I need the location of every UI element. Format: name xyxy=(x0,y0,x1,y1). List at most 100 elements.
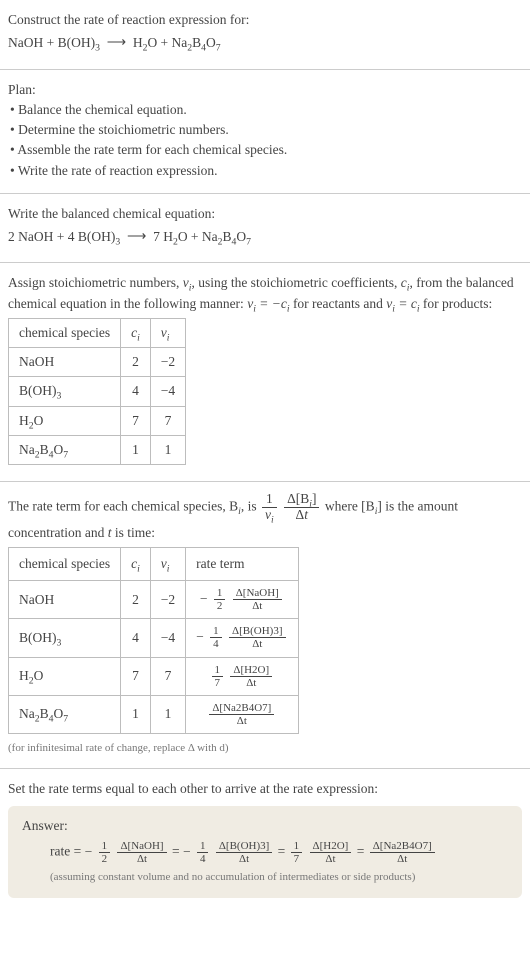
coef-frac: 1νi xyxy=(262,492,277,523)
final-section: Set the rate terms equal to each other t… xyxy=(0,769,530,909)
infinitesimal-note: (for infinitesimal rate of change, repla… xyxy=(8,738,522,757)
table-row: B(OH)3 4 −4 − 14 Δ[B(OH)3]Δt xyxy=(9,619,299,657)
rate-term-cell: Δ[Na2B4O7]Δt xyxy=(186,695,298,733)
text: , using the stoichiometric coefficients, xyxy=(191,275,400,290)
rate-term-cell: − 14 Δ[B(OH)3]Δt xyxy=(186,619,298,657)
col-header: νi xyxy=(150,318,185,347)
rate-term-cell: − 12 Δ[NaOH]Δt xyxy=(186,581,298,619)
table-row: B(OH)3 4 −4 xyxy=(9,377,186,406)
assign-section: Assign stoichiometric numbers, νi, using… xyxy=(0,263,530,481)
sign: − xyxy=(85,844,93,859)
intro-section: Construct the rate of reaction expressio… xyxy=(0,0,530,69)
c-cell: 2 xyxy=(121,581,151,619)
balanced-section: Write the balanced chemical equation: 2 … xyxy=(0,194,530,263)
plan-title: Plan: xyxy=(8,80,522,100)
plan-item: • Write the rate of reaction expression. xyxy=(8,161,522,181)
subscript: 2 xyxy=(187,43,192,54)
delta-frac: Δ[B(OH)3]Δt xyxy=(229,625,285,650)
balanced-equation: 2 NaOH + 4 B(OH)3 ⟶ 7 H2O + Na2B4O7 xyxy=(8,224,522,250)
relation: νi = ci xyxy=(386,296,419,311)
c-cell: 7 xyxy=(121,657,151,695)
col-header: ci xyxy=(121,318,151,347)
nu-cell: 7 xyxy=(150,657,185,695)
delta-frac: Δ[B(OH)3]Δt xyxy=(216,840,272,865)
table-row: Na2B4O7 1 1 Δ[Na2B4O7]Δt xyxy=(9,695,299,733)
table-header-row: chemical species ci νi xyxy=(9,318,186,347)
text: for reactants and xyxy=(290,296,387,311)
plan-item: • Balance the chemical equation. xyxy=(8,100,522,120)
reaction-arrow: ⟶ xyxy=(107,32,126,52)
nu-cell: −4 xyxy=(150,619,185,657)
rate-prefix: rate = xyxy=(50,844,85,859)
subscript: 3 xyxy=(95,43,100,54)
c-cell: 7 xyxy=(121,406,151,435)
intro-title: Construct the rate of reaction expressio… xyxy=(8,10,522,30)
c-cell: 2 xyxy=(121,348,151,377)
subscript: 4 xyxy=(232,237,237,248)
delta-frac: Δ[Na2B4O7]Δt xyxy=(209,702,274,727)
unbalanced-equation: NaOH + B(OH)3 ⟶ H2O + Na2B4O7 xyxy=(8,30,522,56)
final-title: Set the rate terms equal to each other t… xyxy=(8,779,522,799)
subscript: 7 xyxy=(246,237,251,248)
table-row: H2O 7 7 17 Δ[H2O]Δt xyxy=(9,657,299,695)
sign: − xyxy=(200,591,208,606)
rate-term-text: The rate term for each chemical species,… xyxy=(8,492,522,543)
species-cell: H2O xyxy=(9,657,121,695)
plan-section: Plan: • Balance the chemical equation. •… xyxy=(0,70,530,193)
plan-item: • Assemble the rate term for each chemic… xyxy=(8,140,522,160)
assign-text: Assign stoichiometric numbers, νi, using… xyxy=(8,273,522,314)
nu-cell: 1 xyxy=(150,435,185,464)
col-header: rate term xyxy=(186,547,298,580)
table-row: Na2B4O7 1 1 xyxy=(9,435,186,464)
rate-term-cell: 17 Δ[H2O]Δt xyxy=(186,657,298,695)
reaction-arrow: ⟶ xyxy=(127,226,146,246)
subscript: 2 xyxy=(218,237,223,248)
species-cell: Na2B4O7 xyxy=(9,435,121,464)
table-row: H2O 7 7 xyxy=(9,406,186,435)
table-row: NaOH 2 −2 − 12 Δ[NaOH]Δt xyxy=(9,581,299,619)
table-row: NaOH 2 −2 xyxy=(9,348,186,377)
species-cell: H2O xyxy=(9,406,121,435)
species-cell: NaOH xyxy=(9,348,121,377)
stoich-table: chemical species ci νi NaOH 2 −2 B(OH)3 … xyxy=(8,318,186,465)
delta-frac: Δ[Na2B4O7]Δt xyxy=(370,840,435,865)
col-header: chemical species xyxy=(9,318,121,347)
nu-cell: 7 xyxy=(150,406,185,435)
c-cell: 4 xyxy=(121,377,151,406)
plan-item: • Determine the stoichiometric numbers. xyxy=(8,120,522,140)
delta-frac: Δ[NaOH]Δt xyxy=(117,840,166,865)
coef-frac: 17 xyxy=(291,840,303,865)
nu-cell: −4 xyxy=(150,377,185,406)
coef-frac: 12 xyxy=(99,840,111,865)
text: where [B xyxy=(325,498,375,513)
species-cell: B(OH)3 xyxy=(9,377,121,406)
rate-term-section: The rate term for each chemical species,… xyxy=(0,482,530,768)
text: , is xyxy=(241,498,260,513)
text: for products: xyxy=(420,296,493,311)
table-header-row: chemical species ci νi rate term xyxy=(9,547,299,580)
nu-cell: −2 xyxy=(150,348,185,377)
species-cell: B(OH)3 xyxy=(9,619,121,657)
answer-label: Answer: xyxy=(22,816,508,836)
coef-frac: 14 xyxy=(197,840,209,865)
subscript: 2 xyxy=(143,43,148,54)
sign: − xyxy=(196,629,204,644)
coef-frac: 12 xyxy=(214,587,226,612)
col-header: chemical species xyxy=(9,547,121,580)
col-header: ci xyxy=(121,547,151,580)
col-header: νi xyxy=(150,547,185,580)
subscript: 4 xyxy=(201,43,206,54)
text: is time: xyxy=(111,525,155,540)
text: The rate term for each chemical species,… xyxy=(8,498,238,513)
c-cell: 1 xyxy=(121,695,151,733)
c-cell: 4 xyxy=(121,619,151,657)
subscript: 2 xyxy=(173,237,178,248)
c-cell: 1 xyxy=(121,435,151,464)
delta-frac: Δ[H2O]Δt xyxy=(310,840,352,865)
subscript: 7 xyxy=(216,43,221,54)
nu-cell: −2 xyxy=(150,581,185,619)
balanced-title: Write the balanced chemical equation: xyxy=(8,204,522,224)
delta-frac: Δ[Bi]Δt xyxy=(284,492,319,523)
coef-frac: 14 xyxy=(210,625,222,650)
coef-frac: 17 xyxy=(212,664,224,689)
